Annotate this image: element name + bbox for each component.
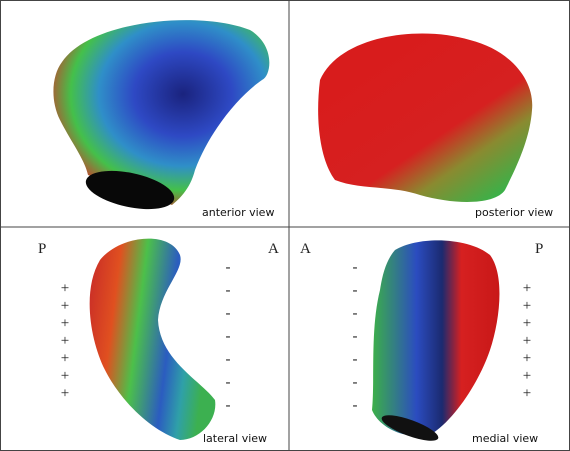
figure: anterior view posterior view P A lateral…	[0, 0, 570, 451]
shape-medial	[372, 240, 499, 436]
sign: +	[61, 298, 69, 314]
letter: P	[535, 241, 543, 257]
sign: -	[353, 374, 358, 390]
sign: -	[226, 351, 231, 367]
panel-label: medial view	[472, 432, 538, 445]
shape-lateral	[90, 239, 216, 440]
sign: -	[353, 282, 358, 298]
panel-label: posterior view	[475, 206, 553, 219]
sign: +	[523, 350, 531, 366]
sign: -	[226, 282, 231, 298]
sign: +	[61, 315, 69, 331]
sign: +	[61, 385, 69, 401]
sign: +	[523, 315, 531, 331]
sign: +	[61, 280, 69, 296]
letter: P	[38, 241, 46, 257]
sign: +	[523, 385, 531, 401]
panel-label: anterior view	[202, 206, 274, 219]
sign: -	[226, 374, 231, 390]
sign: +	[61, 333, 69, 349]
sign: +	[523, 298, 531, 314]
shape-anterior	[53, 20, 269, 205]
sign: +	[61, 368, 69, 384]
sign: -	[353, 328, 358, 344]
letter: A	[268, 241, 279, 257]
sign: -	[353, 259, 358, 275]
sign: -	[353, 305, 358, 321]
letter: A	[300, 241, 311, 257]
sign: -	[353, 351, 358, 367]
panel-label: lateral view	[203, 432, 267, 445]
sign: +	[523, 280, 531, 296]
sign: +	[523, 368, 531, 384]
sign: -	[353, 397, 358, 413]
sign: +	[61, 350, 69, 366]
sign: -	[226, 397, 231, 413]
shape-posterior	[318, 33, 532, 201]
sign: -	[226, 305, 231, 321]
sign: +	[523, 333, 531, 349]
sign: -	[226, 328, 231, 344]
sign: -	[226, 259, 231, 275]
